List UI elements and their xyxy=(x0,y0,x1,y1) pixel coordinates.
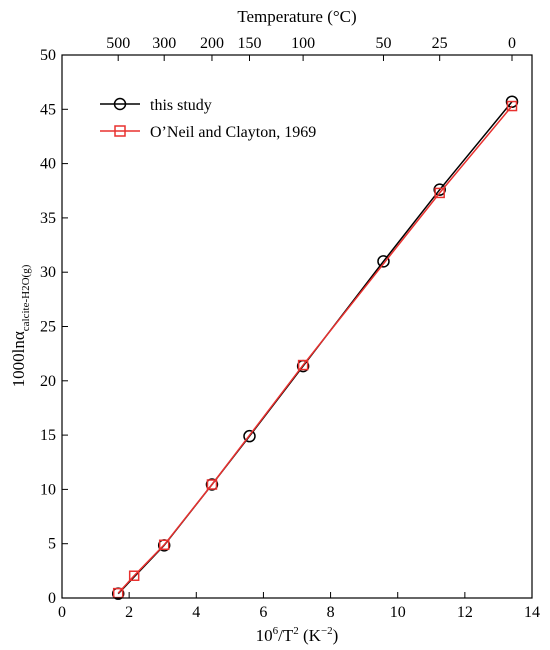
y-axis-title-main: 1000lnα xyxy=(9,331,28,387)
top-tick-label: 500 xyxy=(106,35,130,52)
plot-frame xyxy=(61,54,533,599)
data-point-square xyxy=(297,359,309,371)
top-tick-label: 25 xyxy=(432,35,448,52)
series-layer xyxy=(111,95,519,600)
x-tick-label: 6 xyxy=(259,604,267,621)
data-point-square xyxy=(128,570,140,581)
legend-marker-this-study xyxy=(113,97,127,111)
data-point-square xyxy=(206,479,218,490)
x-tick-label: 2 xyxy=(125,604,133,621)
y-tick-label: 5 xyxy=(48,536,56,553)
x-axis-title-main: 10 xyxy=(256,626,273,645)
y-tick-label: 50 xyxy=(40,47,56,64)
x-axis-title-sup1: 6 xyxy=(273,625,279,637)
legend-marker-oneil xyxy=(114,125,126,137)
y-tick-label: 45 xyxy=(40,101,56,118)
data-point-circle xyxy=(377,255,390,268)
data-point-circle xyxy=(505,95,519,108)
x-tick-label: 0 xyxy=(58,604,66,621)
data-point-square xyxy=(158,539,170,551)
data-point-square xyxy=(506,100,518,112)
y-axis-title-sub: calcite-H2O(g) xyxy=(20,264,32,331)
x-axis-title-unit-sup: −2 xyxy=(321,625,333,637)
y-tick-label: 10 xyxy=(40,481,56,498)
data-point-circle xyxy=(205,478,219,491)
top-tick-label: 0 xyxy=(508,35,516,52)
x-axis-title: 106/T2 (K−2) xyxy=(256,625,339,645)
x-tick-label: 12 xyxy=(457,604,473,621)
top-tick-label: 50 xyxy=(375,35,391,52)
series-line-0 xyxy=(117,101,513,595)
x-axis-title-unit: (K xyxy=(299,626,322,645)
legend-label-oneil: O’Neil and Clayton, 1969 xyxy=(150,124,316,141)
data-point-circle xyxy=(243,429,256,443)
y-tick-label: 40 xyxy=(40,156,56,173)
x-axis-title-sup2: 2 xyxy=(293,625,299,637)
y-axis-title: 1000lnαcalcite-H2O(g) xyxy=(9,264,32,387)
data-point-square xyxy=(434,187,445,199)
y-tick-label: 35 xyxy=(40,210,56,227)
y-tick-label: 25 xyxy=(40,319,56,336)
x-axis-title-end: ) xyxy=(333,626,339,645)
y-tick-label: 15 xyxy=(40,427,56,444)
y-tick-label: 0 xyxy=(48,590,56,607)
y-tick-label: 20 xyxy=(40,373,56,390)
x-tick-label: 4 xyxy=(192,604,200,621)
top-axis-title: Temperature (°C) xyxy=(237,7,356,26)
series-line-1 xyxy=(117,105,513,594)
legend-label-this-study: this study xyxy=(150,97,212,114)
x-tick-label: 14 xyxy=(524,604,540,621)
legend: this study O’Neil and Clayton, 1969 xyxy=(100,97,316,141)
top-tick-label: 150 xyxy=(237,35,261,52)
top-tick-label: 200 xyxy=(200,35,224,52)
x-axis-title-mid: /T xyxy=(278,626,294,645)
x-tick-label: 10 xyxy=(390,604,406,621)
y-tick-label: 30 xyxy=(40,264,56,281)
top-tick-label: 100 xyxy=(291,35,315,52)
x-tick-label: 8 xyxy=(327,604,335,621)
data-point-circle xyxy=(433,183,446,196)
top-tick-label: 300 xyxy=(152,35,176,52)
